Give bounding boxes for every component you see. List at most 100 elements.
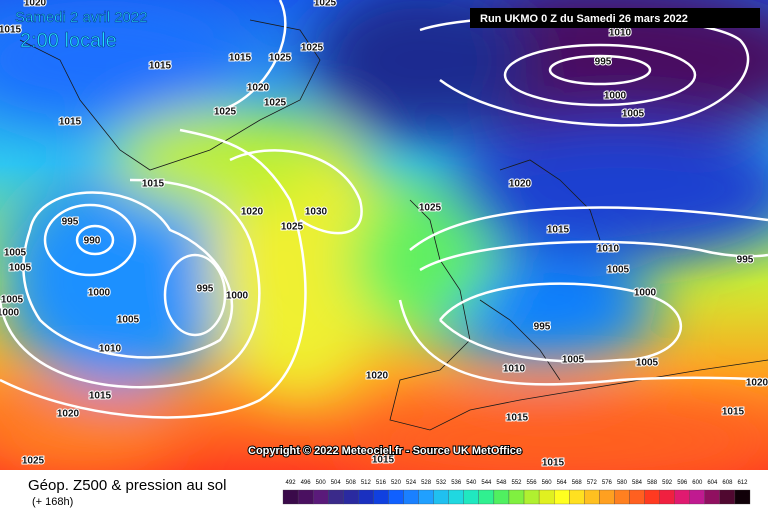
scale-label: 492 xyxy=(286,480,297,486)
isobar-label: 1010 xyxy=(609,28,632,39)
scale-label: 548 xyxy=(496,480,507,486)
isobar-label: 1020 xyxy=(746,378,768,389)
isobar-label: 1015 xyxy=(59,117,82,128)
isobar-label: 1005 xyxy=(636,358,659,369)
isobar-label: 1005 xyxy=(4,248,27,259)
scale-label: 600 xyxy=(692,480,703,486)
isobar-label: 1020 xyxy=(57,409,80,420)
scale-label: 512 xyxy=(361,480,372,486)
scale-swatch xyxy=(478,489,495,505)
legend-subtitle: (+ 168h) xyxy=(32,496,73,508)
scale-swatch xyxy=(282,489,299,505)
scale-swatch xyxy=(373,489,389,505)
isobar-label: 1000 xyxy=(88,288,111,299)
scale-label: 564 xyxy=(557,480,568,486)
isobar-label: 1020 xyxy=(509,179,532,190)
scale-swatch xyxy=(538,489,555,505)
scale-label: 516 xyxy=(376,480,387,486)
isobar-label: 1015 xyxy=(0,25,22,36)
coastlines xyxy=(19,19,768,431)
scale-swatch xyxy=(599,489,615,505)
isobar-label: 1015 xyxy=(142,179,165,190)
isobar-label: 1030 xyxy=(305,207,328,218)
scale-swatch xyxy=(448,489,464,505)
scale-label: 500 xyxy=(316,480,327,486)
scale-label: 540 xyxy=(466,480,477,486)
scale-swatch xyxy=(463,489,479,505)
scale-swatch xyxy=(689,489,705,505)
scale-label: 544 xyxy=(481,480,492,486)
isobar-label: 995 xyxy=(62,217,79,228)
scale-swatch xyxy=(418,489,434,505)
scale-label: 592 xyxy=(662,480,673,486)
isobar-label: 1025 xyxy=(281,222,304,233)
scale-swatch xyxy=(569,489,585,505)
scale-label: 536 xyxy=(451,480,462,486)
scale-swatch xyxy=(358,489,374,505)
scale-label: 552 xyxy=(511,480,522,486)
scale-label: 528 xyxy=(421,480,432,486)
isobar-label: 1005 xyxy=(622,109,645,120)
isobar-label: 1020 xyxy=(247,83,270,94)
isobar-label: 1000 xyxy=(0,308,20,319)
scale-label: 520 xyxy=(391,480,402,486)
isobar-label: 1005 xyxy=(607,265,630,276)
scale-swatch xyxy=(433,489,449,505)
isobar-label: 1010 xyxy=(99,344,122,355)
scale-swatch xyxy=(493,489,510,505)
isobar-label: 1005 xyxy=(117,315,140,326)
isobar-label: 995 xyxy=(197,284,214,295)
scale-label: 508 xyxy=(346,480,357,486)
scale-label: 568 xyxy=(572,480,583,486)
isobar-label: 995 xyxy=(534,322,551,333)
scale-label: 612 xyxy=(737,480,748,486)
isobar-label: 1015 xyxy=(89,391,112,402)
isobar-label: 995 xyxy=(737,255,754,266)
scale-swatch xyxy=(674,489,690,505)
legend-title: Géop. Z500 & pression au sol xyxy=(28,477,226,494)
run-box xyxy=(470,8,760,28)
scale-swatch xyxy=(388,489,404,505)
scale-swatch xyxy=(614,489,630,505)
scale-swatch xyxy=(629,489,645,505)
isobar-label: 1010 xyxy=(597,244,620,255)
scale-label: 576 xyxy=(602,480,613,486)
scale-label: 596 xyxy=(677,480,688,486)
run-label: Run UKMO 0 Z du Samedi 26 mars 2022 xyxy=(480,13,688,25)
scale-label: 572 xyxy=(587,480,598,486)
scale-label: 556 xyxy=(527,480,538,486)
scale-label: 496 xyxy=(301,480,312,486)
scale-swatch xyxy=(584,489,600,505)
scale-label: 608 xyxy=(722,480,733,486)
scale-label: 588 xyxy=(647,480,658,486)
scale-swatch xyxy=(554,489,570,505)
isobar-label: 1000 xyxy=(226,291,249,302)
isobar-label: 1025 xyxy=(314,0,337,9)
scale-label: 524 xyxy=(406,480,417,486)
scale-swatch xyxy=(734,489,751,505)
scale-label: 560 xyxy=(542,480,553,486)
scale-swatch xyxy=(719,489,736,505)
isobar-label: 1015 xyxy=(506,413,529,424)
scale-swatch xyxy=(644,489,660,505)
scale-swatch xyxy=(523,489,540,505)
field xyxy=(0,0,768,480)
isobar-label: 990 xyxy=(84,236,101,247)
isobar-label: 1025 xyxy=(269,53,292,64)
isobar-label: 1020 xyxy=(366,371,389,382)
isobar-label: 1015 xyxy=(542,458,565,469)
scale-label: 584 xyxy=(632,480,643,486)
scale-swatch xyxy=(297,489,314,505)
scale-swatch xyxy=(328,489,344,505)
isobar-label: 1025 xyxy=(419,203,442,214)
isobar-label: 1025 xyxy=(264,98,287,109)
isobar-label: 1005 xyxy=(562,355,585,366)
isobar-label: 1015 xyxy=(229,53,252,64)
isobar-label: 1020 xyxy=(241,207,264,218)
scale-label: 532 xyxy=(436,480,447,486)
isobar-label: 995 xyxy=(595,57,612,68)
scale-swatch xyxy=(312,489,329,505)
scale-swatch xyxy=(403,489,419,505)
isobar-label: 1020 xyxy=(24,0,47,9)
